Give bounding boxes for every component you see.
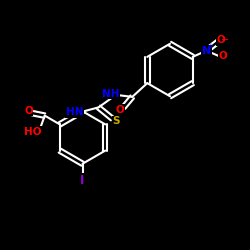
Text: O: O (116, 105, 124, 115)
Text: HO: HO (24, 127, 41, 137)
Text: O: O (218, 51, 227, 61)
Text: N: N (202, 46, 211, 56)
Text: I: I (80, 174, 85, 186)
Text: O: O (216, 35, 225, 46)
Text: S: S (112, 116, 120, 126)
Text: −: − (221, 35, 229, 46)
Text: O: O (24, 106, 33, 116)
Text: HN: HN (66, 107, 83, 117)
Text: NH: NH (102, 88, 120, 99)
Text: +: + (207, 43, 213, 49)
